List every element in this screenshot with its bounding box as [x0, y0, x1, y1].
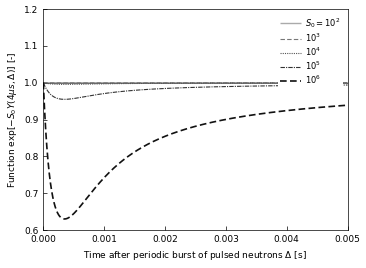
$S_0 = 10^2$: [62, 81, 67, 84]
$10^3$: [101, 81, 105, 84]
X-axis label: Time after periodic burst of pulsed neutrons $\Delta$ [s]: Time after periodic burst of pulsed neut…: [83, 250, 307, 262]
$10^5$: [62, 98, 67, 101]
$S_0 = 10^2$: [345, 81, 350, 84]
$10^6$: [54, 207, 58, 211]
$S_0 = 10^2$: [42, 81, 47, 84]
$10^3$: [41, 81, 45, 84]
$10^3$: [329, 81, 334, 84]
$10^6$: [41, 81, 45, 84]
$10^4$: [41, 81, 45, 84]
$10^4$: [345, 81, 350, 84]
$10^6$: [329, 105, 334, 108]
$10^3$: [190, 81, 194, 84]
$10^6$: [62, 217, 67, 221]
$10^6$: [345, 104, 350, 107]
$10^4$: [329, 81, 334, 85]
$10^4$: [101, 82, 105, 85]
$10^4$: [190, 81, 194, 85]
$10^3$: [42, 81, 47, 84]
$10^3$: [59, 81, 64, 84]
$10^3$: [54, 81, 58, 84]
$10^5$: [190, 86, 194, 89]
$10^3$: [62, 81, 67, 84]
$10^4$: [54, 83, 58, 86]
$10^6$: [59, 217, 64, 220]
$10^5$: [101, 92, 105, 95]
$10^5$: [41, 81, 45, 84]
$10^6$: [190, 126, 194, 129]
$10^6$: [101, 177, 105, 181]
$10^5$: [59, 98, 64, 101]
Legend: $S_0 = 10^2$, $10^3$, $10^4$, $10^5$, $10^6$: $S_0 = 10^2$, $10^3$, $10^4$, $10^5$, $1…: [278, 13, 343, 88]
$10^5$: [345, 83, 350, 87]
$S_0 = 10^2$: [59, 81, 64, 84]
$10^4$: [62, 83, 67, 86]
$10^5$: [329, 84, 334, 87]
$S_0 = 10^2$: [329, 81, 334, 84]
Line: $10^4$: $10^4$: [43, 83, 347, 84]
$10^5$: [42, 84, 47, 87]
$10^3$: [345, 81, 350, 84]
$10^4$: [42, 81, 47, 85]
$10^5$: [54, 96, 58, 99]
Line: $10^5$: $10^5$: [43, 83, 347, 99]
$S_0 = 10^2$: [41, 81, 45, 84]
Y-axis label: Function exp[$-S_0Y(4\mu s,\Delta)$] [-]: Function exp[$-S_0Y(4\mu s,\Delta)$] [-]: [5, 51, 19, 188]
$10^4$: [59, 83, 64, 86]
$10^6$: [42, 111, 47, 114]
$S_0 = 10^2$: [190, 81, 194, 84]
Line: $10^6$: $10^6$: [43, 83, 347, 219]
$S_0 = 10^2$: [54, 81, 58, 84]
$S_0 = 10^2$: [101, 81, 105, 84]
